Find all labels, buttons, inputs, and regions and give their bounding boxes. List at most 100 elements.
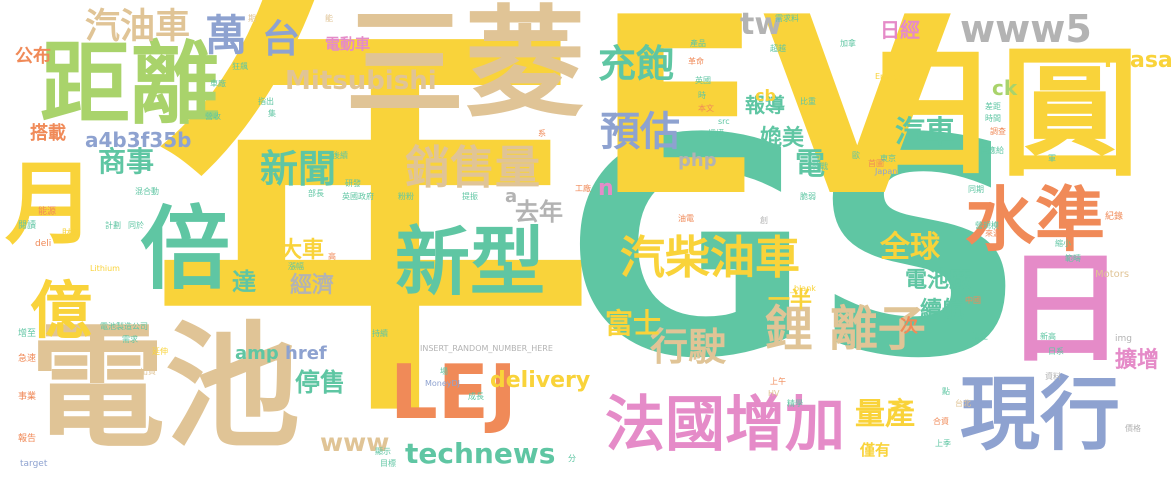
cloud-word: 大車 bbox=[280, 238, 325, 263]
cloud-word: php bbox=[678, 150, 717, 171]
cloud-word: Japan bbox=[875, 167, 898, 176]
cloud-word: 成長 bbox=[468, 392, 484, 401]
cloud-word: n bbox=[598, 176, 614, 201]
cloud-word: _blank bbox=[790, 284, 816, 293]
cloud-word: 設立 bbox=[972, 332, 988, 341]
cloud-word: 上午 bbox=[770, 377, 786, 386]
cloud-word: 報告 bbox=[18, 434, 37, 444]
cloud-word: 縮小 bbox=[1055, 239, 1071, 248]
cloud-word: 營收 bbox=[205, 112, 221, 121]
cloud-word: 延伸 bbox=[152, 347, 168, 356]
cloud-word: 一半 bbox=[768, 288, 813, 313]
cloud-word: 時 bbox=[698, 91, 706, 100]
cloud-word: MoneyDJ bbox=[425, 379, 461, 388]
cloud-word: 期 bbox=[248, 14, 256, 23]
cloud-word: 距離 bbox=[40, 32, 220, 137]
cloud-word: 倍 bbox=[140, 197, 230, 302]
cloud-word: 產品 bbox=[690, 39, 706, 48]
cloud-word: INSERT_RANDOM_NUMBER_HERE bbox=[420, 344, 553, 353]
cloud-word: 供應給 bbox=[980, 146, 1004, 155]
cloud-word: EV bbox=[595, 0, 952, 250]
cloud-word: 次 bbox=[900, 316, 918, 337]
cloud-word: 高 bbox=[328, 252, 336, 261]
cloud-word: 鋰 離子 bbox=[765, 301, 926, 357]
cloud-word: 點 bbox=[942, 387, 950, 396]
cloud-word: 汽柴油車 bbox=[620, 231, 801, 284]
cloud-word: 日 bbox=[1005, 240, 1125, 379]
cloud-word: 紀錄 bbox=[1105, 212, 1124, 222]
cloud-word: 同期 bbox=[968, 185, 984, 194]
cloud-word: 指出 bbox=[258, 97, 274, 106]
cloud-word: 達 bbox=[232, 268, 256, 296]
cloud-word: href bbox=[285, 343, 327, 364]
cloud-word: 需求 bbox=[122, 335, 138, 344]
cloud-word: 轉戰 bbox=[812, 162, 828, 171]
cloud-word: 台 bbox=[262, 17, 301, 61]
cloud-word: 富士 bbox=[605, 307, 662, 340]
cloud-word: 目標 bbox=[380, 459, 396, 468]
cloud-word: 出資 bbox=[140, 367, 156, 376]
cloud-word: 提振 bbox=[462, 192, 478, 201]
cloud-word: 中國 bbox=[965, 296, 981, 305]
cloud-word: 研發 bbox=[345, 179, 361, 188]
cloud-word: 水準 bbox=[965, 179, 1105, 261]
cloud-word: 差距 bbox=[985, 102, 1001, 111]
cloud-word: 電池製造公司 bbox=[100, 322, 148, 331]
cloud-word: 預估 bbox=[600, 109, 680, 155]
cloud-word: 汽車 bbox=[895, 115, 955, 150]
cloud-word: 年 bbox=[150, 0, 595, 471]
cloud-word: 持續 bbox=[372, 329, 388, 338]
cloud-word: 月 bbox=[5, 152, 95, 257]
cloud-word: 後續 bbox=[332, 151, 348, 160]
cloud-word: ck bbox=[992, 76, 1018, 100]
cloud-word: 台北 bbox=[955, 399, 971, 408]
cloud-word: 行駛 bbox=[650, 325, 727, 369]
cloud-word: 嫓美 bbox=[760, 126, 805, 151]
cloud-word: 時間 bbox=[985, 114, 1001, 123]
cloud-word: Yuasa bbox=[1100, 48, 1173, 73]
cloud-word: www5 bbox=[960, 7, 1092, 51]
cloud-word: 歐 bbox=[852, 151, 860, 160]
cloud-word: 經濟 bbox=[290, 273, 335, 298]
cloud-word: 去年 bbox=[515, 198, 563, 226]
cloud-word: 僅有 bbox=[860, 441, 891, 459]
cloud-word: 加拿 bbox=[840, 39, 856, 48]
cloud-word: 搭載 bbox=[30, 123, 66, 144]
cloud-word: 新聞 bbox=[260, 147, 337, 191]
cloud-word: 粉粉 bbox=[398, 192, 414, 201]
cloud-word: Mitsubishi bbox=[285, 66, 437, 96]
cloud-word: deli bbox=[35, 239, 52, 249]
cloud-word: 英國政府 bbox=[342, 192, 374, 201]
cloud-word: 續航 bbox=[920, 298, 965, 323]
cloud-word: 電 bbox=[795, 147, 825, 182]
cloud-word: 漲幅 bbox=[288, 262, 304, 271]
cloud-word: 英國 bbox=[695, 76, 711, 85]
cloud-word: 創 bbox=[760, 216, 768, 225]
cloud-word: 車廠 bbox=[210, 79, 226, 88]
cloud-word: 增至 bbox=[18, 329, 37, 339]
cloud-word: 部長 bbox=[308, 189, 324, 198]
cloud-word: 電池 bbox=[30, 309, 300, 466]
cloud-word: tw bbox=[740, 7, 783, 42]
cloud-word: 財報 bbox=[62, 229, 81, 239]
cloud-word: 狂飆 bbox=[232, 62, 248, 71]
cloud-word: 三菱 bbox=[345, 0, 585, 134]
cloud-word: 場 bbox=[440, 367, 448, 376]
cloud-word: 混合動 bbox=[135, 187, 159, 196]
cloud-word: 調查 bbox=[990, 127, 1006, 136]
cloud-word: cb bbox=[755, 86, 776, 105]
cloud-word: 範疇 bbox=[1065, 254, 1081, 263]
cloud-word: 油電 bbox=[678, 214, 694, 223]
cloud-word: 脆弱 bbox=[800, 192, 816, 201]
cloud-word: 超越 bbox=[770, 44, 786, 53]
cloud-word: 量產 bbox=[855, 397, 915, 432]
cloud-word: 事業 bbox=[18, 392, 37, 402]
cloud-word: src bbox=[718, 117, 730, 126]
cloud-word: 革命 bbox=[688, 57, 704, 66]
cloud-word: 工廠 bbox=[575, 184, 591, 193]
cloud-word: www bbox=[320, 428, 390, 457]
cloud-word: 同於 bbox=[128, 221, 144, 230]
cloud-word: 軍 bbox=[1048, 154, 1056, 163]
cloud-word: 首圖 bbox=[868, 159, 884, 168]
cloud-word: 停售 bbox=[295, 368, 346, 397]
